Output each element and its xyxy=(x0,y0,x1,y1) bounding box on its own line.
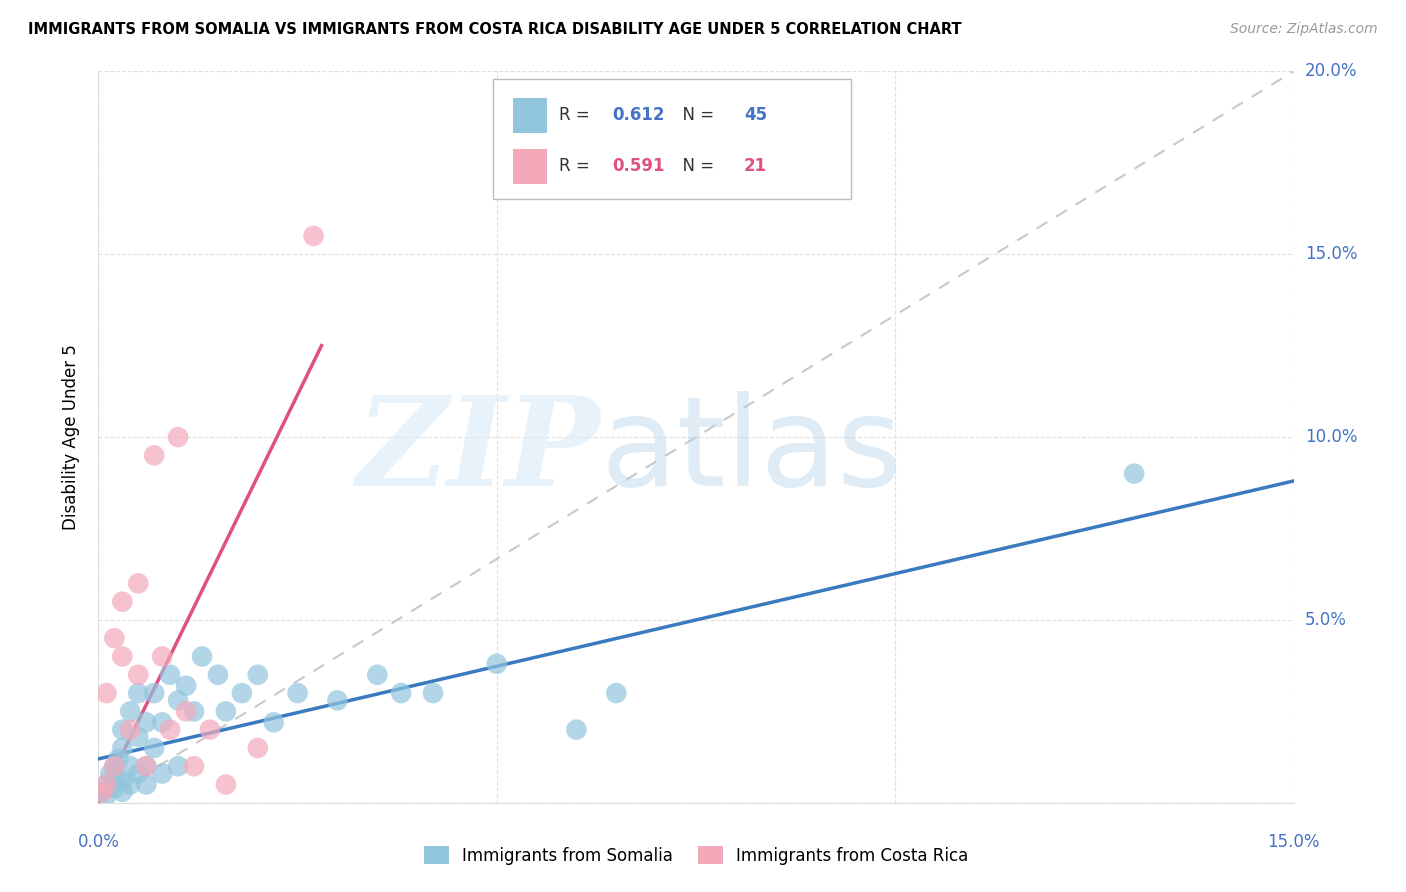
Text: N =: N = xyxy=(672,106,720,124)
Text: 0.591: 0.591 xyxy=(613,158,665,176)
Point xyxy=(605,686,627,700)
Point xyxy=(215,705,238,719)
Text: 21: 21 xyxy=(744,158,766,176)
Text: R =: R = xyxy=(558,158,595,176)
Point xyxy=(143,740,166,755)
Point xyxy=(135,777,157,792)
Point xyxy=(366,667,388,681)
Point xyxy=(422,686,444,700)
Point xyxy=(127,686,149,700)
FancyBboxPatch shape xyxy=(494,78,851,200)
Point xyxy=(120,723,142,737)
Point xyxy=(107,752,129,766)
Point xyxy=(150,766,173,780)
Point xyxy=(174,679,197,693)
Text: 15.0%: 15.0% xyxy=(1267,833,1320,851)
Point xyxy=(96,777,118,792)
Point xyxy=(231,686,253,700)
Text: 0.0%: 0.0% xyxy=(77,833,120,851)
Text: ZIP: ZIP xyxy=(357,391,600,513)
Text: 10.0%: 10.0% xyxy=(1305,428,1357,446)
Text: Source: ZipAtlas.com: Source: ZipAtlas.com xyxy=(1230,22,1378,37)
Point xyxy=(135,715,157,730)
Point xyxy=(96,777,118,792)
Point xyxy=(111,785,134,799)
Point xyxy=(183,705,205,719)
Y-axis label: Disability Age Under 5: Disability Age Under 5 xyxy=(62,344,80,530)
Point xyxy=(485,657,508,671)
Point xyxy=(326,693,349,707)
Text: 15.0%: 15.0% xyxy=(1305,245,1357,263)
Point xyxy=(120,705,142,719)
Text: 0.612: 0.612 xyxy=(613,106,665,124)
Point xyxy=(198,723,221,737)
Point xyxy=(159,723,181,737)
Bar xyxy=(513,98,547,133)
Point xyxy=(91,785,114,799)
Point xyxy=(143,686,166,700)
Text: IMMIGRANTS FROM SOMALIA VS IMMIGRANTS FROM COSTA RICA DISABILITY AGE UNDER 5 COR: IMMIGRANTS FROM SOMALIA VS IMMIGRANTS FR… xyxy=(28,22,962,37)
Point xyxy=(120,759,142,773)
Point xyxy=(389,686,412,700)
Point xyxy=(246,667,269,681)
Point xyxy=(287,686,309,700)
Point xyxy=(103,759,125,773)
Point xyxy=(127,667,149,681)
Point xyxy=(263,715,285,730)
Point xyxy=(96,789,118,803)
Point xyxy=(246,740,269,755)
Bar xyxy=(513,149,547,184)
Point xyxy=(127,766,149,780)
Point xyxy=(302,228,325,243)
Text: 20.0%: 20.0% xyxy=(1305,62,1357,80)
Point xyxy=(111,649,134,664)
Point xyxy=(103,781,125,796)
Point xyxy=(167,693,190,707)
Text: R =: R = xyxy=(558,106,595,124)
Point xyxy=(91,785,114,799)
Point xyxy=(111,773,134,788)
Point xyxy=(111,594,134,608)
Point xyxy=(135,759,157,773)
Point xyxy=(111,723,134,737)
Point xyxy=(127,730,149,744)
Text: 5.0%: 5.0% xyxy=(1305,611,1347,629)
Point xyxy=(98,766,122,780)
Point xyxy=(143,449,166,463)
Text: atlas: atlas xyxy=(600,392,903,512)
Text: N =: N = xyxy=(672,158,720,176)
Point xyxy=(167,759,190,773)
Point xyxy=(215,777,238,792)
Point xyxy=(103,770,125,784)
Text: 45: 45 xyxy=(744,106,766,124)
Point xyxy=(135,759,157,773)
Point xyxy=(127,576,149,591)
Point xyxy=(167,430,190,444)
Point xyxy=(191,649,214,664)
Point xyxy=(150,649,173,664)
Point xyxy=(103,759,125,773)
Point xyxy=(120,777,142,792)
Point xyxy=(207,667,229,681)
Point xyxy=(1123,467,1146,481)
Legend: Immigrants from Somalia, Immigrants from Costa Rica: Immigrants from Somalia, Immigrants from… xyxy=(418,839,974,871)
Point xyxy=(103,632,125,646)
Point xyxy=(174,705,197,719)
Point xyxy=(159,667,181,681)
Point xyxy=(150,715,173,730)
Point xyxy=(111,740,134,755)
Point xyxy=(565,723,588,737)
Point xyxy=(96,686,118,700)
Point xyxy=(183,759,205,773)
